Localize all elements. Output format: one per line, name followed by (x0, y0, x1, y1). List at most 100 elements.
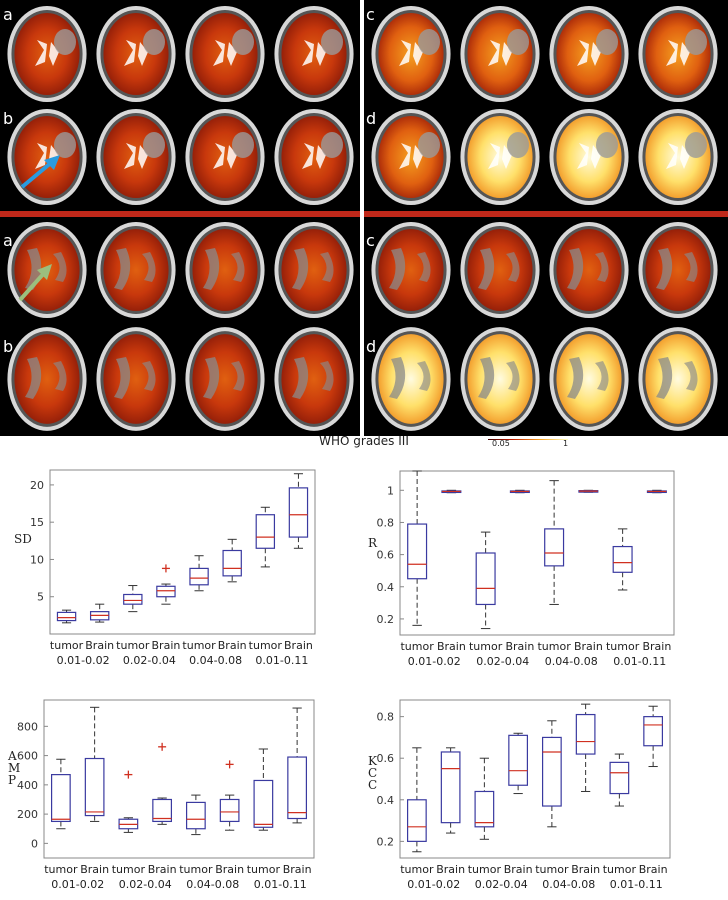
panel-letter: c (366, 231, 375, 250)
colorbar-max-label: 1 (563, 439, 568, 448)
brain-slice (274, 109, 354, 205)
plot-frame (49, 469, 316, 635)
box (475, 531, 496, 630)
x-group-label: 0.04-0.08 (189, 654, 242, 667)
box-iqr (189, 567, 209, 586)
box-iqr (544, 528, 565, 567)
brain-slice (549, 222, 629, 318)
y-tick-label: 15 (30, 516, 44, 529)
brain-slice (638, 222, 718, 318)
x-category-label: Brain (639, 863, 668, 876)
box (406, 747, 427, 853)
x-group-label: 0.01-0.11 (613, 655, 666, 668)
box (50, 758, 71, 830)
box-iqr (609, 761, 630, 795)
box-iqr (253, 779, 274, 828)
box (441, 489, 462, 494)
y-tick-label: 400 (17, 779, 38, 792)
box-iqr (287, 756, 308, 820)
x-category-label: tumor (400, 640, 434, 653)
x-category-label: tumor (400, 863, 434, 876)
box (575, 703, 596, 792)
y-axis-label: C (368, 766, 377, 780)
brain-slice (460, 6, 540, 102)
brain-slices (7, 6, 718, 431)
box (474, 757, 495, 840)
x-group-label: 0.01-0.02 (57, 654, 110, 667)
x-group-label: 0.01-0.11 (254, 878, 307, 891)
y-tick-label: 0.6 (377, 549, 395, 562)
x-category-label: tumor (44, 863, 78, 876)
brain-slice (638, 109, 718, 205)
box-iqr (219, 798, 240, 823)
brain-slice (549, 6, 629, 102)
box (253, 748, 274, 831)
plot-frame (43, 699, 315, 859)
y-axis-label: C (368, 778, 377, 792)
x-category-label: tumor (606, 640, 640, 653)
x-category-label: Brain (642, 640, 671, 653)
x-group-label: 0.04-0.08 (186, 878, 239, 891)
who-grade-heading: WHO grades III (319, 434, 409, 448)
box (56, 609, 77, 624)
brain-slice (549, 327, 629, 431)
x-category-label: Brain (85, 639, 114, 652)
brain-slice (274, 6, 354, 102)
outlier (225, 760, 234, 769)
brain-slice (371, 109, 451, 205)
brain-slice (371, 222, 451, 318)
y-axis-label: R (368, 536, 378, 550)
x-category-label: Brain (436, 863, 465, 876)
x-group-label: 0.01-0.02 (408, 655, 461, 668)
x-group-label: 0.02-0.04 (119, 878, 172, 891)
x-group-label: 0.01-0.11 (610, 878, 663, 891)
colorbar-min-label: 0.05 (492, 439, 510, 448)
x-group-label: 0.01-0.02 (51, 878, 104, 891)
brain-slice (460, 327, 540, 431)
brain-slice (460, 109, 540, 205)
box (407, 470, 428, 626)
arrow-green (18, 264, 52, 302)
y-tick-label: 800 (17, 720, 38, 733)
plot-frame (399, 699, 671, 859)
x-category-label: tumor (249, 639, 283, 652)
box-iqr (222, 549, 242, 577)
panel-letter: b (3, 109, 13, 128)
x-group-label: 0.01-0.11 (255, 654, 308, 667)
x-category-label: Brain (504, 863, 533, 876)
y-tick-label: 1 (387, 484, 394, 497)
panel-letter: b (3, 337, 13, 356)
outlier (124, 770, 133, 779)
y-tick-label: 0.8 (377, 711, 395, 724)
y-axis-label: SD (14, 532, 32, 546)
box (508, 732, 529, 795)
brain-slice (371, 327, 451, 431)
y-tick-label: 20 (30, 479, 44, 492)
brain-slice (96, 222, 176, 318)
box-iqr (156, 585, 176, 598)
y-tick-label: 0.8 (377, 516, 395, 529)
x-category-label: Brain (152, 639, 181, 652)
brain-slice (274, 222, 354, 318)
y-axis-label: M (8, 761, 20, 775)
box-iqr (612, 545, 633, 573)
box (118, 770, 139, 833)
x-category-label: tumor (116, 639, 150, 652)
brain-slice (371, 6, 451, 102)
box (609, 753, 630, 807)
box (123, 585, 143, 613)
panel-letter: d (366, 337, 376, 356)
box (185, 794, 206, 836)
brain-montage: a b c d a b c d (0, 0, 728, 440)
box (84, 706, 105, 822)
y-tick-label: 10 (30, 553, 44, 566)
outlier (158, 742, 167, 751)
box-iqr (475, 552, 496, 606)
x-category-label: tumor (179, 863, 213, 876)
x-group-label: 0.04-0.08 (542, 878, 595, 891)
brain-slice (638, 327, 718, 431)
x-category-label: Brain (284, 639, 313, 652)
